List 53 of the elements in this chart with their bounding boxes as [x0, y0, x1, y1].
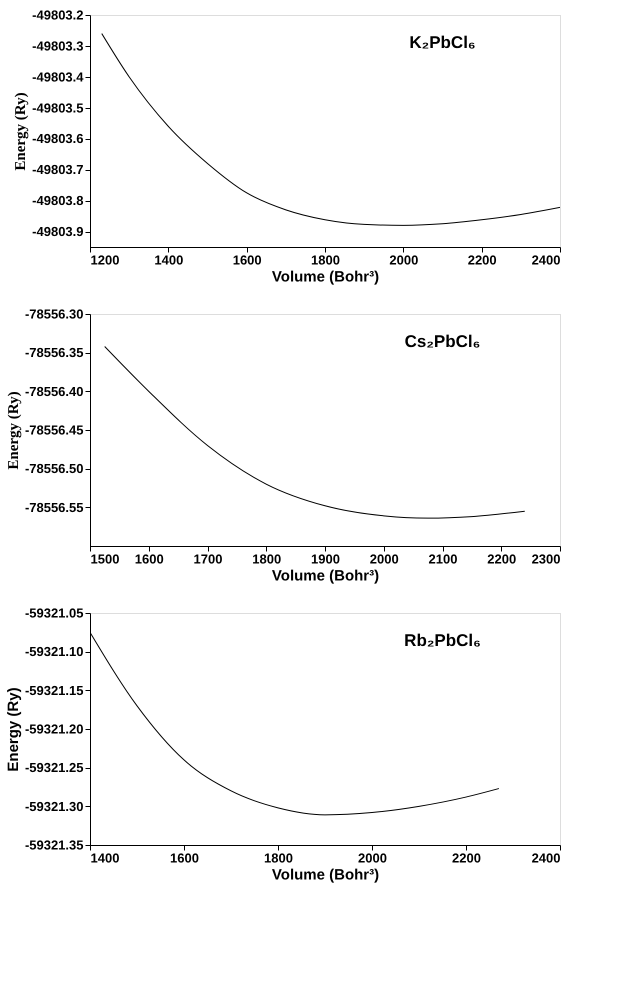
x-tick-label: 2100: [428, 552, 458, 566]
y-tick-label: -59321.15: [24, 682, 84, 698]
y-tick-label: -59321.05: [24, 606, 84, 620]
annotation: K₂PbCl₆: [409, 33, 476, 52]
x-tick-label: 1900: [311, 552, 340, 566]
x-axis-title: Volume (Bohr³): [272, 866, 380, 884]
x-tick-label: 1600: [134, 552, 164, 566]
x-axis-title: Volume (Bohr³): [272, 568, 380, 584]
y-tick-label: -78556.35: [24, 345, 84, 360]
y-tick-label: -49803.6: [32, 131, 84, 146]
y-tick-label: -49803.8: [32, 193, 84, 208]
y-tick-label: -78556.45: [24, 422, 84, 438]
x-axis-title: Volume (Bohr³): [272, 268, 380, 286]
x-tick-label: 1800: [264, 850, 293, 866]
y-tick-label: -59321.30: [24, 798, 84, 814]
y-tick-label: -78556.50: [24, 461, 84, 476]
x-tick-label: 2300: [532, 552, 560, 566]
x-tick-label: 1800: [311, 252, 340, 268]
y-tick-label: -59321.35: [24, 838, 84, 852]
y-tick-label: -49803.2: [32, 8, 84, 22]
y-tick-label: -78556.30: [24, 306, 84, 322]
x-tick-label: 2000: [389, 252, 418, 268]
x-tick-label: 2400: [532, 252, 560, 268]
y-axis-title: Energy (Ry): [4, 687, 22, 772]
x-tick-label: 1400: [90, 850, 120, 866]
y-tick-label: -49803.5: [32, 100, 84, 116]
y-tick-label: -78556.40: [24, 384, 84, 399]
x-tick-label: 2200: [468, 252, 497, 268]
annotation: Cs₂PbCl₆: [404, 332, 480, 351]
x-tick-label: 1400: [154, 252, 184, 268]
x-tick-label: 1600: [170, 850, 199, 866]
y-tick-label: -49803.4: [32, 69, 84, 84]
x-tick-label: 2200: [452, 850, 481, 866]
y-axis-title: Energy (Ry): [6, 391, 22, 470]
x-tick-label: 2000: [358, 850, 387, 866]
x-tick-label: 2400: [532, 850, 560, 866]
line-series: [101, 33, 560, 226]
y-axis-title: Energy (Ry): [13, 92, 30, 171]
y-tick-label: -49803.7: [32, 162, 84, 178]
x-tick-label: 1500: [90, 552, 120, 566]
x-tick-label: 1700: [194, 552, 222, 566]
y-tick-label: -59321.10: [24, 644, 84, 660]
x-tick-label: 1600: [232, 252, 262, 268]
y-tick-label: -59321.20: [24, 722, 84, 736]
y-tick-label: -49803.9: [32, 224, 84, 240]
x-tick-label: 2000: [370, 552, 399, 566]
y-tick-label: -59321.25: [24, 760, 84, 776]
annotation: Rb₂PbCl₆: [404, 631, 481, 650]
y-tick-label: -78556.55: [24, 500, 84, 515]
x-tick-label: 2200: [487, 552, 516, 566]
x-tick-label: 1200: [90, 252, 120, 268]
x-tick-label: 1800: [252, 552, 282, 566]
y-tick-label: -49803.3: [32, 38, 84, 54]
